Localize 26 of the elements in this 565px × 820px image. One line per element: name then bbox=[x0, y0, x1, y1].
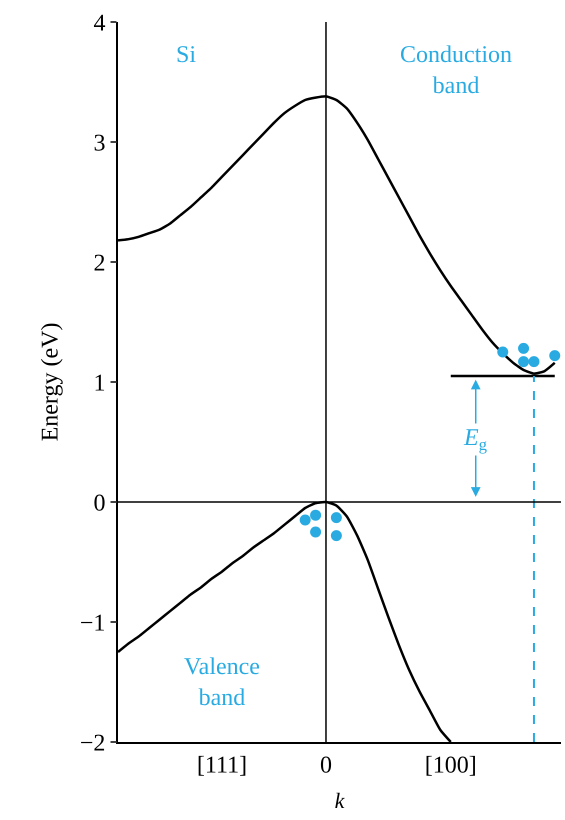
annotation: Si bbox=[176, 42, 196, 68]
y-axis-title: Energy (eV) bbox=[38, 322, 64, 442]
x-tick-label: 0 bbox=[320, 752, 332, 779]
y-tick-label: −2 bbox=[80, 730, 106, 756]
point bbox=[310, 526, 322, 538]
point bbox=[528, 356, 540, 368]
point bbox=[518, 342, 530, 354]
annotation: E$_{g}$ bbox=[463, 425, 488, 454]
point bbox=[300, 514, 311, 526]
y-tick-label: 1 bbox=[93, 370, 106, 396]
y-tick-label: 0 bbox=[93, 490, 106, 516]
y-tick-label: 3 bbox=[93, 130, 106, 156]
x-tick-label: [111] bbox=[196, 752, 248, 779]
point bbox=[330, 512, 342, 524]
annotation: Conduction band bbox=[400, 42, 512, 100]
x-axis-title: k bbox=[334, 788, 346, 813]
y-tick-label: 2 bbox=[93, 250, 106, 276]
point bbox=[518, 356, 530, 368]
point bbox=[330, 530, 342, 542]
point bbox=[497, 346, 508, 358]
y-tick-label: 4 bbox=[93, 10, 106, 36]
point bbox=[310, 510, 322, 521]
annotation: Valence band bbox=[184, 654, 260, 712]
x-tick-label: [100] bbox=[424, 752, 477, 779]
point bbox=[549, 350, 560, 362]
y-tick-label: −1 bbox=[80, 610, 106, 636]
